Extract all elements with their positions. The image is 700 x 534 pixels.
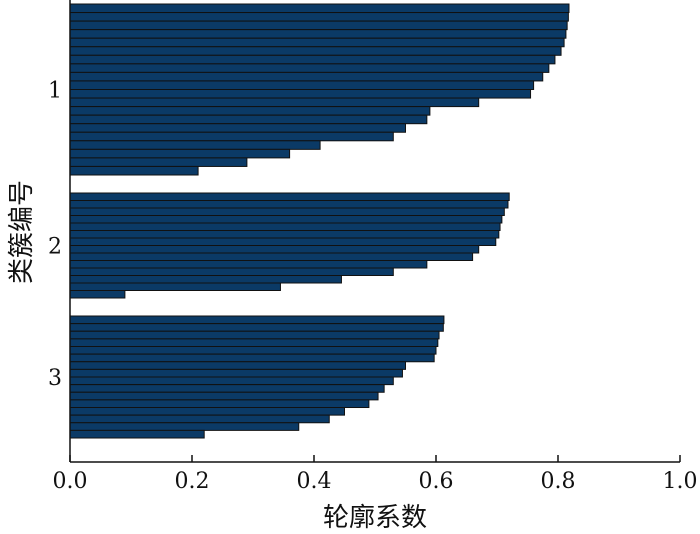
bar-cluster-2-6 — [69, 230, 500, 239]
cluster-label-2: 2 — [48, 235, 62, 260]
bar-cluster-1-12 — [69, 97, 480, 108]
bar-cluster-2-2 — [69, 200, 509, 209]
bar-cluster-3-10 — [69, 384, 385, 393]
bar-cluster-1-17 — [69, 140, 321, 150]
bars-group — [69, 3, 570, 439]
bar-cluster-3-1 — [69, 315, 445, 325]
bar-cluster-3-14 — [69, 414, 330, 424]
bar-cluster-1-8 — [69, 63, 550, 73]
y-axis-title: 类簇编号 — [7, 180, 37, 284]
x-axis-title: 轮廓系数 — [323, 503, 427, 533]
bar-cluster-2-8 — [69, 245, 480, 254]
bar-cluster-2-5 — [69, 222, 501, 231]
bar-cluster-3-5 — [69, 346, 437, 355]
bar-cluster-1-20 — [69, 165, 199, 176]
bar-cluster-1-2 — [69, 12, 569, 22]
bar-cluster-2-4 — [69, 215, 503, 224]
bar-cluster-2-7 — [69, 237, 497, 246]
bar-cluster-1-9 — [69, 71, 544, 82]
bar-cluster-2-11 — [69, 267, 394, 276]
bar-cluster-2-3 — [69, 207, 505, 216]
bar-cluster-1-7 — [69, 54, 556, 65]
bar-cluster-3-15 — [69, 422, 300, 431]
bar-cluster-3-3 — [69, 330, 440, 340]
bar-cluster-2-14 — [69, 290, 126, 299]
bar-cluster-2-1 — [69, 192, 510, 201]
bar-cluster-2-13 — [69, 282, 281, 291]
bar-cluster-3-6 — [69, 353, 435, 363]
bar-cluster-2-10 — [69, 260, 428, 269]
bar-cluster-2-9 — [69, 252, 474, 261]
bar-cluster-3-11 — [69, 391, 379, 401]
bar-cluster-1-15 — [69, 123, 406, 133]
cluster-label-3: 3 — [48, 366, 62, 391]
bar-cluster-1-19 — [69, 157, 248, 167]
x-ticks-group: 0.0 0.2 0.4 0.6 0.8 1.0 — [53, 455, 698, 494]
x-tick-label-2: 0.4 — [297, 469, 332, 494]
bar-cluster-1-4 — [69, 29, 567, 39]
bar-cluster-1-1 — [69, 3, 570, 14]
x-tick-label-3: 0.6 — [419, 469, 454, 494]
bar-cluster-1-11 — [69, 89, 532, 99]
x-tick-label-0: 0.0 — [53, 469, 88, 494]
bar-cluster-1-10 — [69, 80, 535, 90]
x-tick-label-5: 1.0 — [663, 469, 698, 494]
bar-cluster-3-9 — [69, 376, 394, 386]
bar-cluster-3-13 — [69, 407, 345, 416]
bar-cluster-1-3 — [69, 20, 568, 31]
bar-cluster-3-16 — [69, 429, 205, 439]
bar-cluster-3-2 — [69, 323, 444, 332]
bar-cluster-3-4 — [69, 338, 439, 348]
cluster-labels-group: 1 2 3 — [48, 79, 62, 392]
bar-cluster-1-18 — [69, 148, 291, 159]
bar-cluster-1-16 — [69, 131, 394, 142]
bar-cluster-1-6 — [69, 46, 562, 56]
bar-cluster-3-8 — [69, 368, 403, 378]
bar-cluster-1-13 — [69, 106, 431, 116]
cluster-label-1: 1 — [48, 79, 62, 104]
bar-cluster-2-12 — [69, 275, 342, 284]
x-tick-label-4: 0.8 — [541, 469, 576, 494]
bar-cluster-3-12 — [69, 399, 370, 409]
bar-cluster-3-7 — [69, 361, 406, 370]
x-tick-label-1: 0.2 — [175, 469, 210, 494]
bar-cluster-1-5 — [69, 37, 565, 48]
bar-cluster-1-14 — [69, 114, 428, 125]
